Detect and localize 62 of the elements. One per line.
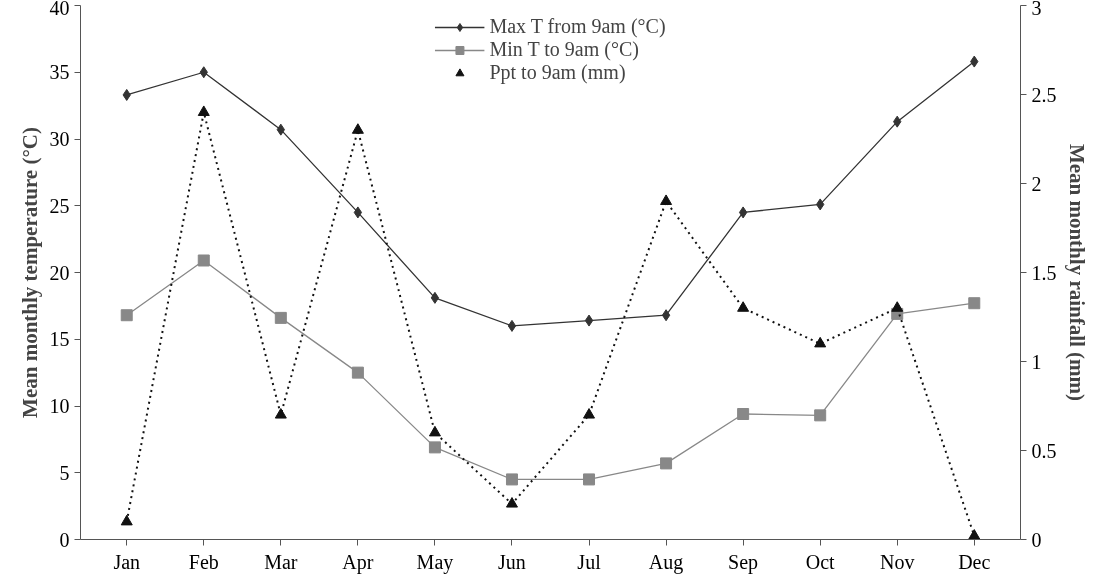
point xyxy=(507,319,517,332)
point xyxy=(660,194,673,205)
x-tick-label: Apr xyxy=(342,550,374,574)
x-tick-label: Mar xyxy=(264,550,298,573)
x-tick-label: May xyxy=(416,550,454,574)
legend-label: Ppt to 9am (mm) xyxy=(489,61,626,84)
point xyxy=(430,291,440,304)
point xyxy=(738,206,748,219)
y2-tick-label: 0 xyxy=(1031,528,1042,551)
y-tick-label: 35 xyxy=(49,61,70,84)
y-tick-label: 5 xyxy=(59,461,70,484)
y-tick-label: 0 xyxy=(59,528,70,551)
point xyxy=(814,336,827,348)
y-tick-label: 15 xyxy=(49,328,70,351)
y2-tick-label: 1 xyxy=(1031,350,1042,373)
point xyxy=(891,301,904,312)
y-tick-label: 20 xyxy=(49,261,70,284)
legend-label: Min T to 9am (°C) xyxy=(489,38,639,61)
point xyxy=(197,254,210,267)
y2-tick-label: 0.5 xyxy=(1031,439,1057,462)
point xyxy=(737,301,750,312)
point xyxy=(968,529,981,540)
x-tick-label: Oct xyxy=(805,550,836,573)
point xyxy=(661,309,671,322)
x-tick-label: Jul xyxy=(577,550,602,573)
y2-tick-label: 1.5 xyxy=(1031,261,1057,284)
point xyxy=(428,425,441,437)
y2-tick-label: 3 xyxy=(1031,0,1042,19)
y2-tick-label: 2.5 xyxy=(1031,83,1057,106)
y-axis-title: Mean monthly temperature (°C) xyxy=(17,127,42,418)
point xyxy=(505,497,518,508)
point xyxy=(660,457,673,470)
point xyxy=(428,441,441,454)
point xyxy=(274,408,287,419)
y-tick-label: 30 xyxy=(49,128,70,150)
y-tick-label: 40 xyxy=(49,0,70,19)
point xyxy=(583,473,596,486)
point xyxy=(814,409,827,422)
point xyxy=(197,105,210,116)
point xyxy=(968,297,981,310)
x-tick-label: Dec xyxy=(958,550,991,573)
y2-axis-title: Mean monthly rainfall (mm) xyxy=(1064,143,1089,402)
point xyxy=(120,514,133,526)
point xyxy=(584,314,594,327)
point xyxy=(353,206,363,219)
point xyxy=(120,309,133,322)
x-tick-label: Nov xyxy=(880,550,915,573)
point xyxy=(351,123,364,134)
point xyxy=(505,473,518,486)
x-tick-label: Sep xyxy=(728,550,759,574)
x-tick-label: Jan xyxy=(113,550,141,573)
y2-tick-label: 2 xyxy=(1031,172,1042,195)
x-tick-label: Feb xyxy=(188,550,219,573)
point xyxy=(737,408,750,421)
point xyxy=(274,311,287,324)
y-tick-label: 25 xyxy=(49,194,70,217)
legend-label: Max T from 9am (°C) xyxy=(489,15,666,38)
y-tick-label: 10 xyxy=(49,395,70,417)
point xyxy=(583,408,596,419)
point xyxy=(351,366,364,379)
x-tick-label: Jun xyxy=(498,550,526,573)
x-tick-label: Aug xyxy=(648,550,684,574)
